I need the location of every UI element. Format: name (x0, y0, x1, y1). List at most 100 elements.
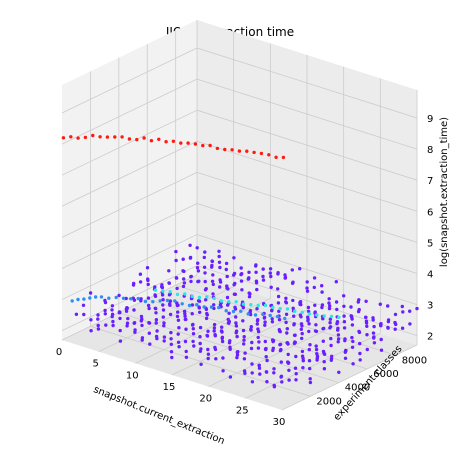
left-wall-pane (62, 20, 197, 340)
data-point (265, 358, 269, 363)
data-point (379, 337, 383, 342)
data-point (255, 307, 259, 311)
data-point (342, 326, 347, 330)
data-point (277, 328, 281, 332)
data-point (250, 380, 255, 384)
data-point (139, 319, 143, 323)
data-point (132, 321, 136, 325)
data-point (242, 357, 247, 361)
data-point (98, 135, 102, 139)
data-point (99, 295, 104, 299)
data-point (103, 298, 107, 303)
grid-line-z (196, 203, 418, 274)
data-point (285, 331, 289, 335)
data-point (261, 278, 266, 282)
y-tick-label: 8000 (402, 355, 427, 366)
data-point (312, 276, 317, 280)
data-point (188, 256, 193, 260)
data-point (126, 316, 130, 321)
z-tick-label: 7 (427, 176, 433, 187)
data-point (284, 296, 288, 300)
data-point (261, 267, 265, 271)
data-point (415, 306, 419, 311)
data-point (198, 325, 203, 330)
grid-line-x (281, 344, 418, 411)
data-point (286, 352, 290, 357)
data-point (307, 329, 311, 334)
data-point (198, 341, 202, 346)
data-point (176, 332, 180, 336)
data-point (342, 314, 346, 318)
data-point (245, 149, 249, 153)
data-point (386, 304, 390, 308)
y-tick-label: 6000 (373, 369, 398, 380)
data-point (212, 329, 216, 333)
data-point (240, 288, 244, 292)
data-point (371, 331, 376, 335)
data-point (161, 303, 165, 307)
data-point (176, 310, 180, 314)
data-point (177, 326, 181, 330)
data-point (252, 150, 256, 155)
data-point (254, 279, 259, 283)
grid-line-z (61, 78, 198, 145)
data-point (197, 295, 202, 300)
grid-line-z (61, 172, 198, 238)
data-point (168, 299, 173, 303)
data-point (278, 343, 282, 347)
data-point (320, 290, 324, 294)
data-point (179, 141, 183, 145)
data-point (219, 299, 224, 303)
z-tick-label: 2 (427, 332, 433, 343)
data-point (132, 308, 136, 312)
data-point (190, 312, 194, 316)
data-point (256, 327, 260, 331)
data-point (125, 321, 130, 325)
data-point (186, 141, 190, 145)
data-point (242, 369, 247, 373)
data-point (277, 318, 282, 322)
data-point (217, 260, 222, 264)
data-point (170, 355, 174, 360)
data-point (233, 305, 237, 309)
data-point (103, 312, 108, 316)
data-point (124, 296, 128, 301)
data-point (250, 362, 254, 366)
z-tick-label: 8 (427, 145, 433, 156)
data-point (393, 320, 397, 325)
data-point (184, 327, 188, 331)
data-point (270, 317, 274, 321)
data-point (334, 300, 339, 304)
data-point (154, 311, 158, 315)
data-point (400, 326, 405, 330)
data-point (175, 286, 179, 291)
data-point (103, 308, 107, 313)
data-point (257, 340, 261, 344)
data-point (276, 294, 281, 299)
data-point (88, 296, 92, 300)
data-point (249, 346, 254, 351)
data-point (358, 358, 362, 362)
data-point (249, 327, 253, 332)
data-point (221, 369, 225, 373)
data-point (358, 341, 362, 346)
data-point (232, 256, 236, 260)
data-point (224, 267, 228, 272)
data-point (247, 270, 251, 274)
data-point (246, 312, 250, 316)
data-point (195, 303, 199, 307)
data-point (91, 133, 95, 138)
data-point (327, 301, 331, 305)
data-point (270, 320, 275, 324)
data-point (175, 314, 180, 319)
data-point (271, 348, 275, 353)
data-point (356, 300, 360, 304)
data-point (195, 266, 200, 270)
data-point (364, 299, 368, 303)
data-point (218, 303, 223, 307)
data-point (110, 314, 114, 319)
data-point (204, 298, 208, 302)
data-point (327, 297, 331, 301)
